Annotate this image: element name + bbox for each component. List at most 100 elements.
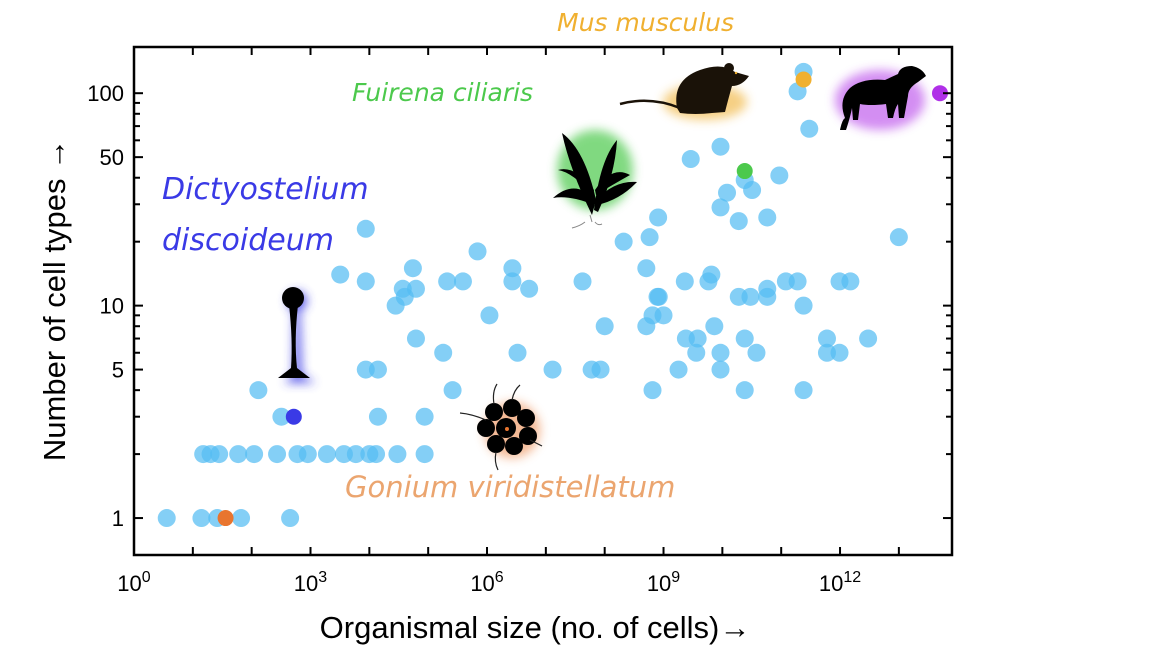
data-point <box>434 343 453 362</box>
data-point <box>591 360 610 379</box>
data-point <box>508 343 527 362</box>
data-point <box>743 181 762 200</box>
y-tick-label: 5 <box>112 358 124 383</box>
dog-silhouette-icon <box>835 66 926 130</box>
data-point <box>331 265 350 284</box>
data-point <box>794 381 813 400</box>
annotation-gonium: Gonium viridistellatum <box>345 470 676 504</box>
data-point <box>841 272 860 291</box>
data-point <box>192 509 211 528</box>
data-point <box>800 119 819 138</box>
annotation-dictyostelium-line2: discoideum <box>162 223 334 258</box>
data-point <box>889 228 908 247</box>
data-point <box>640 228 659 247</box>
data-point <box>817 329 836 348</box>
data-point <box>415 445 434 464</box>
data-point <box>453 272 472 291</box>
data-point <box>368 407 387 426</box>
data-point <box>317 445 336 464</box>
data-point <box>711 360 730 379</box>
data-point <box>406 279 425 298</box>
data-point <box>718 183 737 202</box>
data-point <box>415 407 434 426</box>
data-point <box>688 329 707 348</box>
annotation-mus-musculus: Mus musculus <box>557 8 735 37</box>
plot-frame <box>132 45 954 557</box>
data-point <box>637 259 656 278</box>
highlight-point-dog <box>931 85 948 102</box>
data-point <box>346 445 365 464</box>
data-point <box>388 445 407 464</box>
data-point <box>711 198 730 217</box>
data-point <box>637 317 656 336</box>
data-point <box>643 381 662 400</box>
data-point <box>687 343 706 362</box>
data-point <box>669 360 688 379</box>
data-point <box>711 137 730 156</box>
gonium-silhouette-icon <box>459 383 543 471</box>
annotation-dictyostelium-line1: Dictyostelium <box>162 172 369 207</box>
annotation-fuirena-ciliaris: Fuirena ciliaris <box>352 78 534 107</box>
data-point <box>356 272 375 291</box>
plant-silhouette-icon <box>553 130 637 229</box>
data-point <box>675 272 694 291</box>
data-point <box>438 272 457 291</box>
highlight-point-mus-musculus <box>795 71 812 88</box>
data-point <box>794 296 813 315</box>
data-point <box>681 150 700 169</box>
data-point <box>649 208 668 227</box>
data-point <box>367 445 386 464</box>
y-tick-label: 100 <box>87 81 124 106</box>
highlight-point-dictyostelium-discoideum <box>285 408 302 425</box>
highlight-point-fuirena-ciliaris <box>736 163 753 180</box>
highlight-point-gonium-viridistellatum <box>217 510 234 527</box>
data-point <box>573 272 592 291</box>
data-point <box>443 381 462 400</box>
data-point <box>735 329 754 348</box>
x-tick-label: 100 <box>117 569 150 596</box>
data-point <box>468 242 487 261</box>
mouse-silhouette-icon <box>619 63 749 120</box>
data-point <box>368 360 387 379</box>
data-point <box>859 329 878 348</box>
data-point <box>406 329 425 348</box>
data-point <box>747 343 766 362</box>
data-point <box>157 509 176 528</box>
data-point <box>741 287 760 306</box>
data-point <box>614 232 633 251</box>
data-point <box>543 360 562 379</box>
x-tick-label: 103 <box>294 569 327 596</box>
data-point <box>268 445 287 464</box>
x-tick-label: 1012 <box>819 569 861 596</box>
y-tick-label: 1 <box>112 506 124 531</box>
data-point <box>298 445 317 464</box>
data-point <box>503 272 522 291</box>
data-point <box>356 219 375 238</box>
data-point <box>817 343 836 362</box>
data-point <box>210 445 229 464</box>
data-point <box>729 212 748 231</box>
data-point <box>705 317 724 336</box>
data-point <box>830 343 849 362</box>
axes-frame: 100 103 106 109 1012 1 5 10 50 100 <box>87 45 954 596</box>
data-point <box>272 407 291 426</box>
data-point <box>393 279 412 298</box>
y-tick-label: 10 <box>100 294 124 319</box>
data-point <box>702 265 721 284</box>
data-point <box>503 259 522 278</box>
x-axis-label: Organismal size (no. of cells)→ <box>319 610 751 645</box>
data-point <box>758 208 777 227</box>
highlighted-points <box>217 71 948 527</box>
data-point <box>403 259 422 278</box>
y-axis-label: Number of cell types → <box>37 138 72 462</box>
x-tick-label: 109 <box>647 569 680 596</box>
data-point <box>788 272 807 291</box>
data-point <box>281 509 300 528</box>
y-tick-label: 50 <box>100 145 124 170</box>
data-point <box>654 306 673 325</box>
data-point <box>770 166 789 185</box>
dictyostelium-silhouette-icon <box>278 287 316 383</box>
data-point <box>245 445 264 464</box>
data-point <box>649 287 668 306</box>
